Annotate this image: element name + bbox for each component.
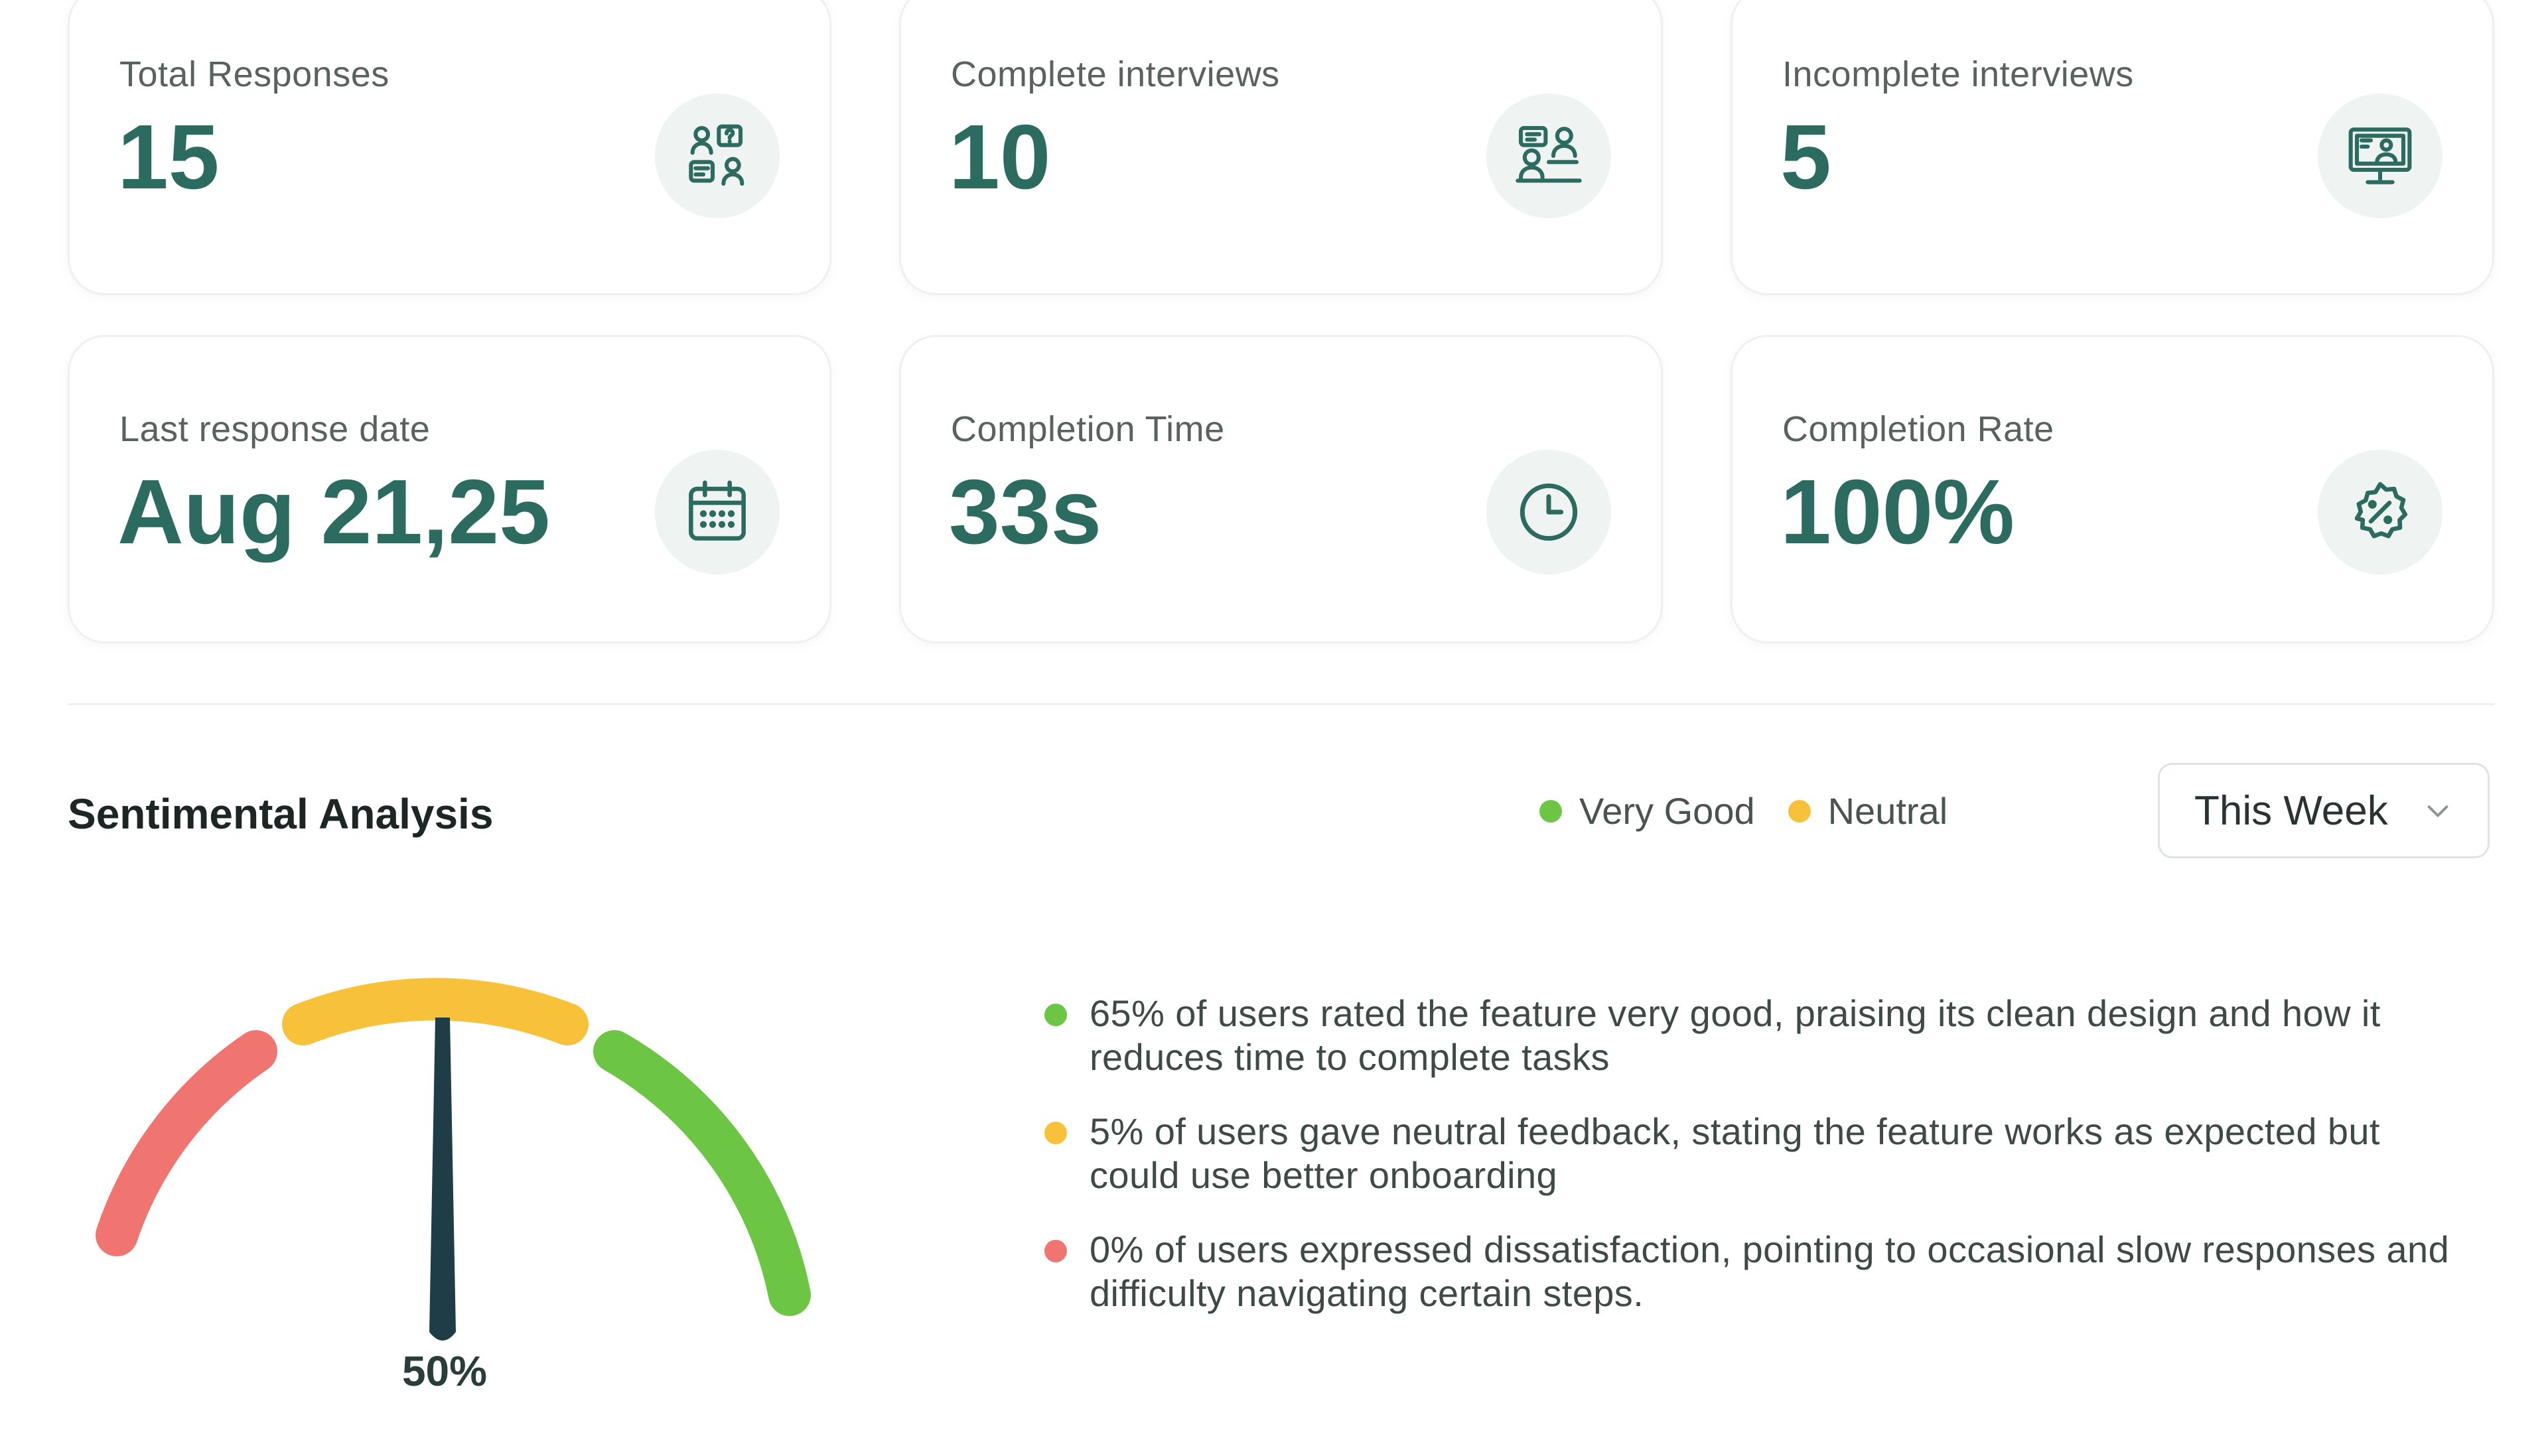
stat-value: 33s	[949, 461, 1102, 563]
chevron-down-icon	[2427, 805, 2448, 817]
section-divider	[68, 703, 2495, 705]
insight-neutral: 5% of users gave neutral feedback, stati…	[1042, 1110, 2462, 1197]
stat-value: 100%	[1780, 461, 2015, 563]
stat-cards: Total Responses 15 Complete interviews	[68, 0, 2495, 643]
insight-text: 65% of users rated the feature very good…	[1090, 992, 2381, 1078]
interview-icon	[1486, 94, 1611, 218]
stat-card-total-responses: Total Responses 15	[68, 0, 831, 295]
stat-value: 15	[117, 106, 220, 208]
stat-label: Last response date	[119, 409, 431, 449]
clock-icon	[1486, 450, 1611, 574]
insight-very-good: 65% of users rated the feature very good…	[1042, 992, 2462, 1079]
legend-label: Very Good	[1579, 790, 1755, 832]
insight-text: 0% of users expressed dissatisfaction, p…	[1090, 1228, 2450, 1314]
stat-card-completion-time: Completion Time 33s	[899, 335, 1663, 643]
gauge-arc-neutral	[282, 978, 589, 1045]
calendar-icon	[655, 450, 780, 574]
legend-item-very-good: Very Good	[1539, 789, 1755, 832]
stat-label: Incomplete interviews	[1782, 54, 2134, 94]
period-selected-value: This Week	[2194, 787, 2388, 834]
stat-value: 10	[949, 106, 1051, 208]
period-dropdown[interactable]: This Week	[2158, 763, 2490, 858]
sentiment-insights: 65% of users rated the feature very good…	[1042, 992, 2462, 1346]
gauge-arc-positive	[593, 1030, 811, 1316]
percent-badge-icon	[2318, 450, 2442, 574]
gauge-needle	[429, 1018, 456, 1341]
insight-negative: 0% of users expressed dissatisfaction, p…	[1042, 1228, 2462, 1315]
stat-card-incomplete-interviews: Incomplete interviews 5	[1731, 0, 2494, 295]
stat-label: Completion Rate	[1782, 409, 2054, 449]
stat-value: Aug 21,25	[117, 461, 550, 563]
stat-label: Complete interviews	[951, 54, 1280, 94]
stat-label: Total Responses	[119, 54, 389, 94]
legend-dot-neutral	[1788, 799, 1811, 823]
stat-value: 5	[1780, 106, 1831, 208]
legend-item-neutral: Neutral	[1788, 789, 1948, 832]
insight-dot-green	[1044, 1004, 1067, 1026]
insight-text: 5% of users gave neutral feedback, stati…	[1090, 1110, 2380, 1196]
gauge-arc-negative	[96, 1030, 277, 1256]
stat-card-last-response-date: Last response date Aug 21,25	[68, 335, 831, 643]
users-question-icon	[655, 94, 780, 218]
sentiment-title: Sentimental Analysis	[68, 790, 494, 838]
insight-dot-red	[1044, 1240, 1067, 1262]
gauge-value-label: 50%	[401, 1347, 488, 1395]
insight-dot-yellow	[1044, 1122, 1067, 1144]
stat-card-completion-rate: Completion Rate 100%	[1731, 335, 2494, 643]
stat-label: Completion Time	[951, 409, 1225, 449]
sentiment-gauge	[96, 978, 811, 1341]
legend-label: Neutral	[1827, 790, 1948, 832]
stat-card-complete-interviews: Complete interviews 10	[899, 0, 1663, 295]
legend-dot-very-good	[1539, 799, 1562, 823]
sentiment-legend: Very Good Neutral	[1539, 789, 1981, 832]
monitor-user-icon	[2318, 94, 2442, 218]
